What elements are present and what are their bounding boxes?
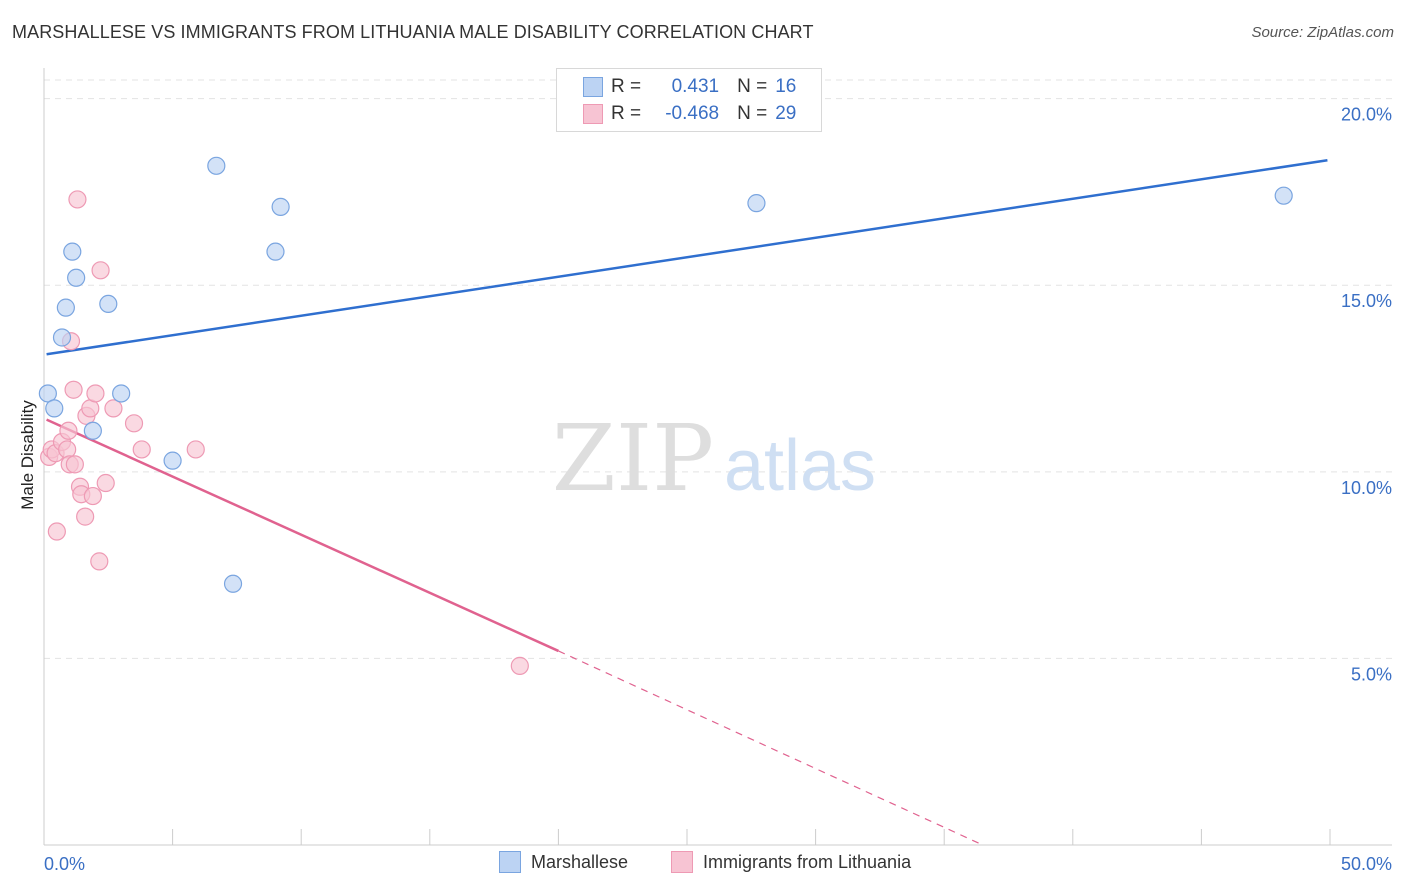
x-tick-label-max: 50.0% bbox=[1341, 854, 1392, 874]
gridlines bbox=[44, 79, 1392, 659]
point-lithuania bbox=[124, 414, 144, 433]
trend-line-lithuania bbox=[46, 418, 559, 653]
watermark-zip: ZIP bbox=[552, 405, 714, 512]
point-lithuania bbox=[47, 522, 66, 541]
legend-item-lithuania: Immigrants from Lithuania bbox=[671, 851, 911, 873]
point-lithuania bbox=[186, 440, 205, 459]
point-marshallese bbox=[223, 574, 243, 593]
y-tick-label: 20.0% bbox=[1341, 105, 1392, 125]
point-lithuania bbox=[68, 190, 87, 209]
source-label: Source: ZipAtlas.com bbox=[1251, 24, 1394, 41]
data-points bbox=[38, 156, 1293, 675]
point-marshallese bbox=[67, 268, 86, 287]
y-tick-label: 5.0% bbox=[1351, 664, 1392, 684]
watermark: ZIP atlas bbox=[552, 405, 876, 512]
legend-swatch-pink bbox=[671, 851, 693, 873]
chart-title: MARSHALLESE VS IMMIGRANTS FROM LITHUANIA… bbox=[12, 22, 814, 42]
point-lithuania bbox=[59, 421, 78, 440]
point-marshallese bbox=[45, 399, 64, 418]
point-marshallese bbox=[56, 298, 75, 317]
x-tick-label-min: 0.0% bbox=[44, 854, 85, 874]
point-lithuania bbox=[132, 440, 151, 459]
legend-n-label: N = bbox=[737, 76, 768, 97]
legend-label-marshallese: Marshallese bbox=[531, 851, 629, 872]
legend-r-label: R = bbox=[611, 103, 642, 124]
point-marshallese bbox=[266, 242, 285, 261]
point-marshallese bbox=[1274, 186, 1293, 205]
trend-lines bbox=[46, 158, 1328, 846]
point-marshallese bbox=[52, 328, 72, 347]
y-tick-label: 10.0% bbox=[1341, 478, 1392, 498]
point-lithuania bbox=[96, 473, 115, 493]
legend-n-value: 16 bbox=[775, 76, 797, 97]
point-lithuania bbox=[90, 552, 109, 571]
point-lithuania bbox=[104, 399, 123, 418]
legend-item-marshallese: Marshallese bbox=[499, 851, 628, 873]
legend-swatch-pink bbox=[583, 104, 603, 124]
legend-row-marshallese: R = 0.431 N = 16 bbox=[557, 74, 796, 100]
legend-swatch-blue bbox=[499, 851, 521, 873]
correlation-legend: R = 0.431 N = 16 R = -0.468 N = 29 bbox=[556, 68, 822, 132]
legend-r-label: R = bbox=[611, 76, 642, 97]
tick-labels: 5.0% 10.0% 15.0% 20.0% 0.0% 50.0% bbox=[44, 105, 1392, 874]
trend-line-marshallese bbox=[46, 158, 1328, 356]
point-marshallese bbox=[271, 197, 290, 216]
point-lithuania bbox=[64, 380, 83, 399]
point-lithuania bbox=[76, 507, 95, 526]
point-lithuania bbox=[510, 656, 529, 675]
point-lithuania bbox=[83, 486, 102, 506]
point-marshallese bbox=[163, 451, 182, 470]
point-marshallese bbox=[747, 194, 766, 213]
trend-line-lithuania-extension bbox=[558, 650, 984, 846]
point-marshallese bbox=[83, 421, 102, 440]
point-marshallese bbox=[99, 294, 118, 314]
point-lithuania bbox=[91, 261, 110, 280]
legend-row-lithuania: R = -0.468 N = 29 bbox=[557, 101, 796, 127]
legend-r-value: -0.468 bbox=[665, 103, 720, 124]
legend-r-value: 0.431 bbox=[671, 76, 720, 97]
point-lithuania bbox=[65, 455, 84, 474]
point-lithuania bbox=[58, 440, 77, 459]
point-marshallese bbox=[112, 384, 131, 403]
legend-swatch-blue bbox=[583, 77, 603, 97]
legend-label-lithuania: Immigrants from Lithuania bbox=[703, 851, 912, 872]
point-marshallese bbox=[63, 242, 82, 261]
watermark-atlas: atlas bbox=[724, 426, 876, 506]
legend-n-label: N = bbox=[737, 103, 768, 124]
y-tick-label: 15.0% bbox=[1341, 291, 1392, 311]
point-lithuania bbox=[86, 384, 105, 403]
point-marshallese bbox=[207, 156, 226, 175]
series-legend: Marshallese Immigrants from Lithuania bbox=[0, 851, 1406, 877]
legend-n-value: 29 bbox=[775, 103, 797, 124]
axes bbox=[43, 68, 1392, 846]
